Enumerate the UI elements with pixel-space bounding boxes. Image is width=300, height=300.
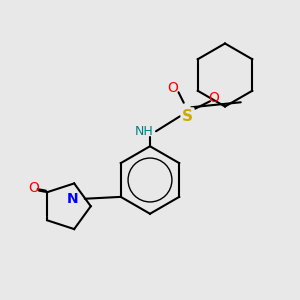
Text: N: N [67, 192, 79, 206]
Text: S: S [182, 109, 193, 124]
Text: NH: NH [135, 125, 153, 138]
Text: O: O [167, 82, 178, 95]
Text: O: O [28, 182, 39, 195]
Text: O: O [208, 91, 219, 104]
